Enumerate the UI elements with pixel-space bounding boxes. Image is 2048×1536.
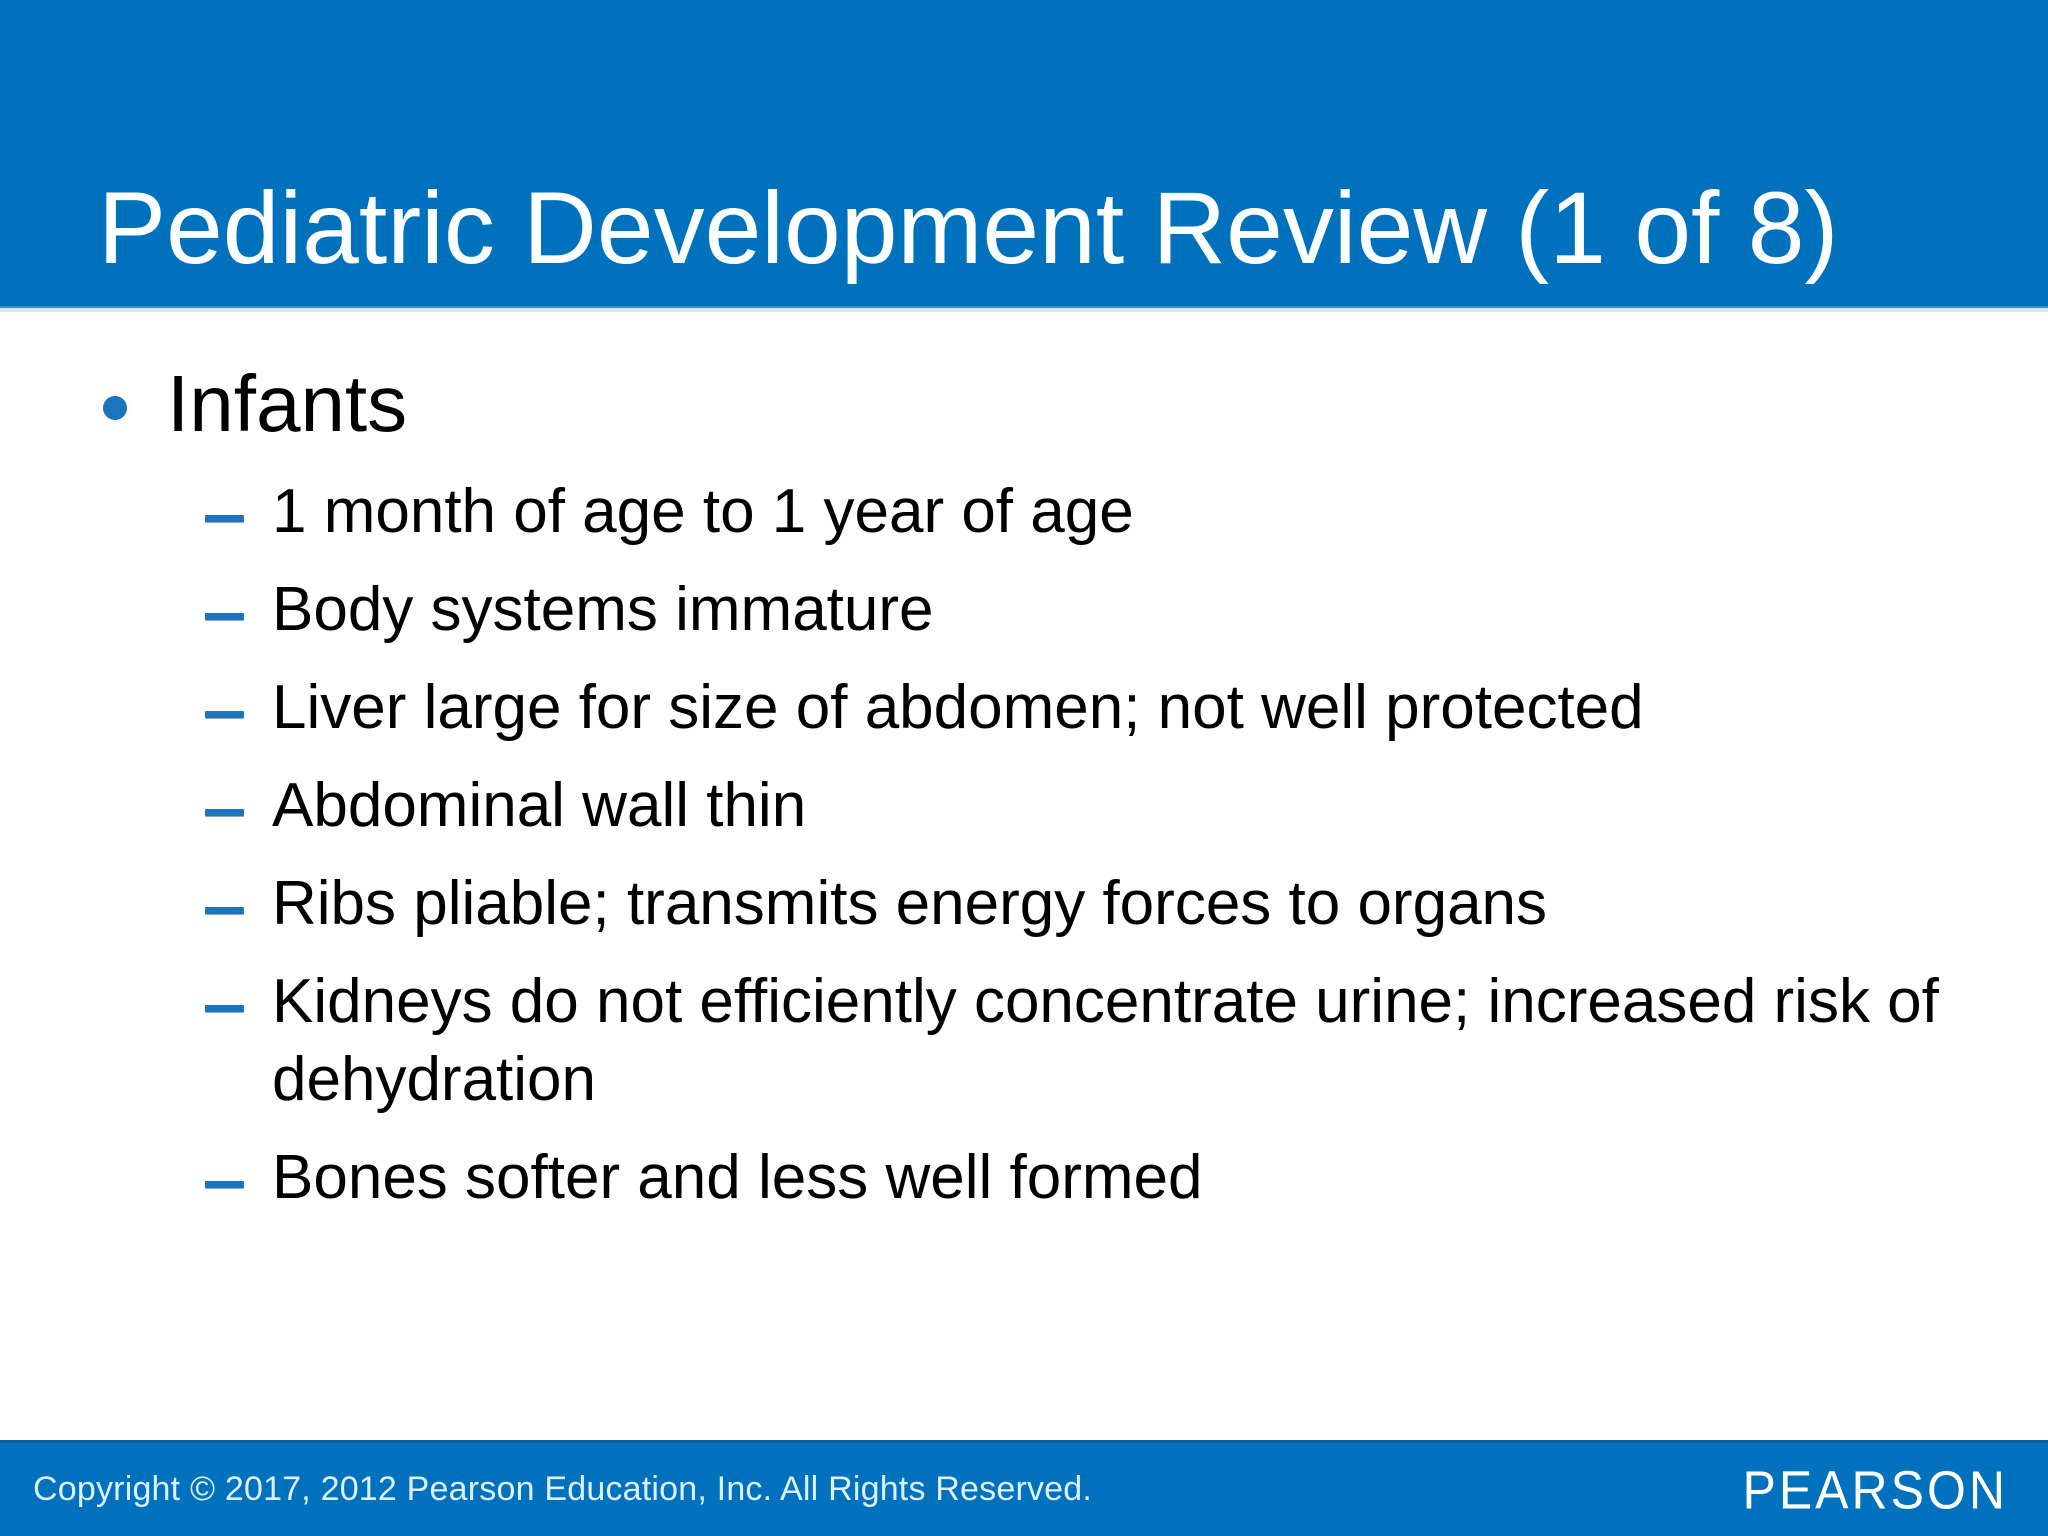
bullet-level2-item: Ribs pliable; transmits energy forces to… xyxy=(205,865,1945,943)
bullet-level2-list: 1 month of age to 1 year of age Body sys… xyxy=(205,473,1945,1237)
bullet-dot-icon xyxy=(103,396,127,420)
slide-header-bar: Pediatric Development Review (1 of 8) xyxy=(0,0,2048,308)
dash-bullet-icon xyxy=(205,809,244,816)
bullet-level2-text: Body systems immature xyxy=(272,575,934,644)
bullet-level2-text: Liver large for size of abdomen; not wel… xyxy=(272,673,1644,742)
bullet-level2-item: Liver large for size of abdomen; not wel… xyxy=(205,669,1945,747)
dash-bullet-icon xyxy=(205,711,244,718)
dash-bullet-icon xyxy=(205,1181,244,1188)
dash-bullet-icon xyxy=(205,907,244,914)
bullet-level2-item: Body systems immature xyxy=(205,571,1945,649)
bullet-level2-text: Abdominal wall thin xyxy=(272,771,807,840)
dash-bullet-icon xyxy=(205,515,244,522)
bullet-level2-text: Ribs pliable; transmits energy forces to… xyxy=(272,869,1548,938)
pearson-logo: PEARSON xyxy=(1742,1459,2008,1520)
bullet-level2-item: Abdominal wall thin xyxy=(205,767,1945,845)
dash-bullet-icon xyxy=(205,1005,244,1012)
bullet-level2-text: 1 month of age to 1 year of age xyxy=(272,477,1134,546)
bullet-level2-item: Bones softer and less well formed xyxy=(205,1139,1945,1217)
slide-title: Pediatric Development Review (1 of 8) xyxy=(98,171,1839,285)
bullet-level2-item: Kidneys do not efficiently concentrate u… xyxy=(205,963,1945,1119)
bullet-level2-item: 1 month of age to 1 year of age xyxy=(205,473,1945,551)
slide-footer-bar: Copyright © 2017, 2012 Pearson Education… xyxy=(0,1440,2048,1536)
copyright-text: Copyright © 2017, 2012 Pearson Education… xyxy=(33,1470,1093,1508)
dash-bullet-icon xyxy=(205,613,244,620)
bullet-level1-row: Infants xyxy=(103,360,407,448)
bullet-level2-text: Bones softer and less well formed xyxy=(272,1143,1203,1212)
bullet-level2-text: Kidneys do not efficiently concentrate u… xyxy=(272,967,1939,1114)
bullet-level1-text: Infants xyxy=(167,359,408,448)
